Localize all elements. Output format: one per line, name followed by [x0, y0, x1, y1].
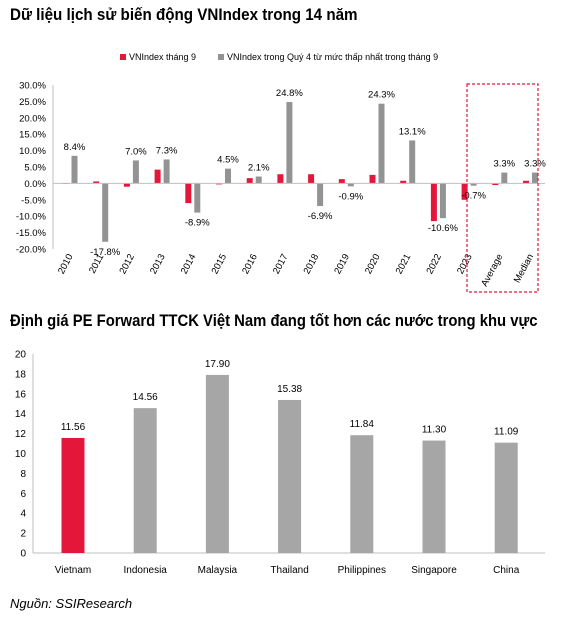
data-label-2013: 7.3%	[156, 145, 178, 156]
legend-label-2: VNIndex trong Quý 4 từ mức thấp nhất tro…	[227, 52, 438, 62]
y-tick-label: -20.0%	[16, 245, 47, 256]
bar-red-Median	[523, 180, 529, 184]
value-label-Singapore: 11.30	[422, 425, 447, 436]
bar-gray-2021	[409, 140, 416, 184]
bar-China	[494, 442, 518, 553]
data-label-2010: 8.4%	[64, 142, 86, 153]
bar-gray-2020	[378, 103, 385, 184]
y2-tick-label: 16	[15, 389, 27, 400]
bar-gray-2011	[102, 183, 109, 242]
x2-tick-label-Philippines: Philippines	[338, 565, 386, 576]
data-label-2015: 4.5%	[217, 155, 239, 166]
bar-red-2020	[369, 174, 376, 184]
value-label-China: 11.09	[494, 427, 519, 438]
bar-gray-2018	[317, 183, 324, 207]
bar-Vietnam	[61, 437, 85, 553]
value-label-Vietnam: 11.56	[61, 422, 86, 433]
x2-tick-label-Vietnam: Vietnam	[55, 565, 92, 576]
bar-gray-Average	[501, 172, 508, 184]
bar-red-2016	[246, 178, 253, 184]
bar-gray-2010	[71, 155, 78, 184]
y-tick-label: 0.0%	[24, 179, 46, 190]
y2-tick-label: 10	[15, 449, 27, 460]
x2-tick-label-Malaysia: Malaysia	[198, 565, 238, 576]
bar-red-2013	[154, 169, 161, 184]
highlight-box	[466, 83, 539, 293]
legend-swatch-1	[120, 54, 126, 60]
bar-red-2019	[338, 179, 345, 184]
bar-gray-2017	[286, 102, 293, 184]
bar-red-2012	[123, 183, 130, 187]
bar-Thailand	[278, 399, 302, 553]
y-tick-label: 15.0%	[19, 130, 46, 141]
data-label-2011: -17.8%	[90, 247, 121, 258]
y-tick-label: -15.0%	[16, 228, 47, 239]
y-tick-label: 20.0%	[19, 113, 46, 124]
y2-tick-label: 6	[20, 489, 26, 500]
bar-gray-2023	[470, 183, 477, 186]
data-label-2012: 7.0%	[125, 146, 147, 157]
bar-gray-2014	[194, 183, 201, 213]
bar-Indonesia	[133, 408, 157, 553]
value-label-Malaysia: 17.90	[205, 359, 230, 370]
y2-tick-label: 20	[15, 350, 27, 361]
value-label-Thailand: 15.38	[277, 384, 302, 395]
y2-tick-label: 14	[15, 409, 27, 420]
bar-gray-2019	[347, 183, 354, 187]
bar-gray-2016	[255, 176, 262, 184]
x2-tick-label-Indonesia: Indonesia	[124, 565, 168, 576]
bar-red-2017	[277, 174, 284, 184]
bar-red-2014	[185, 183, 192, 204]
y2-tick-label: 0	[20, 549, 26, 560]
data-label-2021: 13.1%	[399, 126, 426, 137]
bar-red-2011	[93, 181, 100, 184]
y-tick-label: 30.0%	[19, 81, 46, 92]
bar-gray-2013	[163, 159, 170, 184]
data-label-2020: 24.3%	[368, 90, 395, 101]
y-tick-label: -10.0%	[16, 212, 47, 223]
data-label-2017: 24.8%	[276, 88, 303, 99]
bar-gray-2015	[225, 168, 231, 184]
y-tick-label: 25.0%	[19, 97, 46, 108]
data-label-2023: -0.7%	[461, 191, 486, 202]
data-label-2016: 2.1%	[248, 163, 270, 174]
data-label-2022: -10.6%	[428, 223, 459, 234]
chart1-svg: VNIndex tháng 9 VNIndex trong Quý 4 từ mứ…	[16, 52, 546, 293]
legend-swatch-2	[218, 54, 224, 60]
bar-red-2023	[461, 183, 468, 200]
bar-red-2018	[308, 174, 315, 184]
y-tick-label: 10.0%	[19, 146, 46, 157]
x2-tick-label-China: China	[493, 565, 520, 576]
y2-tick-label: 8	[20, 469, 26, 480]
data-label-Median: 3.3%	[524, 159, 546, 170]
bar-red-2021	[400, 180, 407, 184]
y-tick-label: -5.0%	[21, 195, 46, 206]
y2-tick-label: 2	[20, 529, 26, 540]
y2-tick-label: 18	[15, 369, 27, 380]
bar-gray-2012	[132, 160, 139, 184]
value-label-Indonesia: 14.56	[133, 392, 158, 403]
bar-red-2022	[430, 183, 437, 222]
data-label-2018: -6.9%	[308, 211, 333, 222]
chart1-title: Dữ liệu lịch sử biến động VNIndex trong …	[10, 6, 358, 24]
chart2-title: Định giá PE Forward TTCK Việt Nam đang t…	[10, 312, 538, 330]
bar-gray-2022	[439, 183, 446, 219]
data-label-2019: -0.9%	[338, 191, 363, 202]
y-tick-label: 5.0%	[24, 163, 46, 174]
data-label-Average: 3.3%	[493, 159, 515, 170]
x2-tick-label-Singapore: Singapore	[411, 565, 457, 576]
bar-Philippines	[350, 435, 374, 553]
y2-tick-label: 12	[15, 429, 27, 440]
x2-tick-label-Thailand: Thailand	[270, 565, 308, 576]
data-label-2014: -8.9%	[185, 218, 210, 229]
bar-Singapore	[422, 440, 446, 553]
bar-gray-Median	[532, 172, 538, 184]
bar-red-Average	[492, 183, 499, 186]
value-label-Philippines: 11.84	[350, 419, 375, 430]
legend-label-1: VNIndex tháng 9	[129, 52, 196, 62]
y2-tick-label: 4	[20, 509, 26, 520]
bar-Malaysia	[205, 374, 229, 553]
source-note: Nguồn: SSIResearch	[10, 596, 133, 611]
